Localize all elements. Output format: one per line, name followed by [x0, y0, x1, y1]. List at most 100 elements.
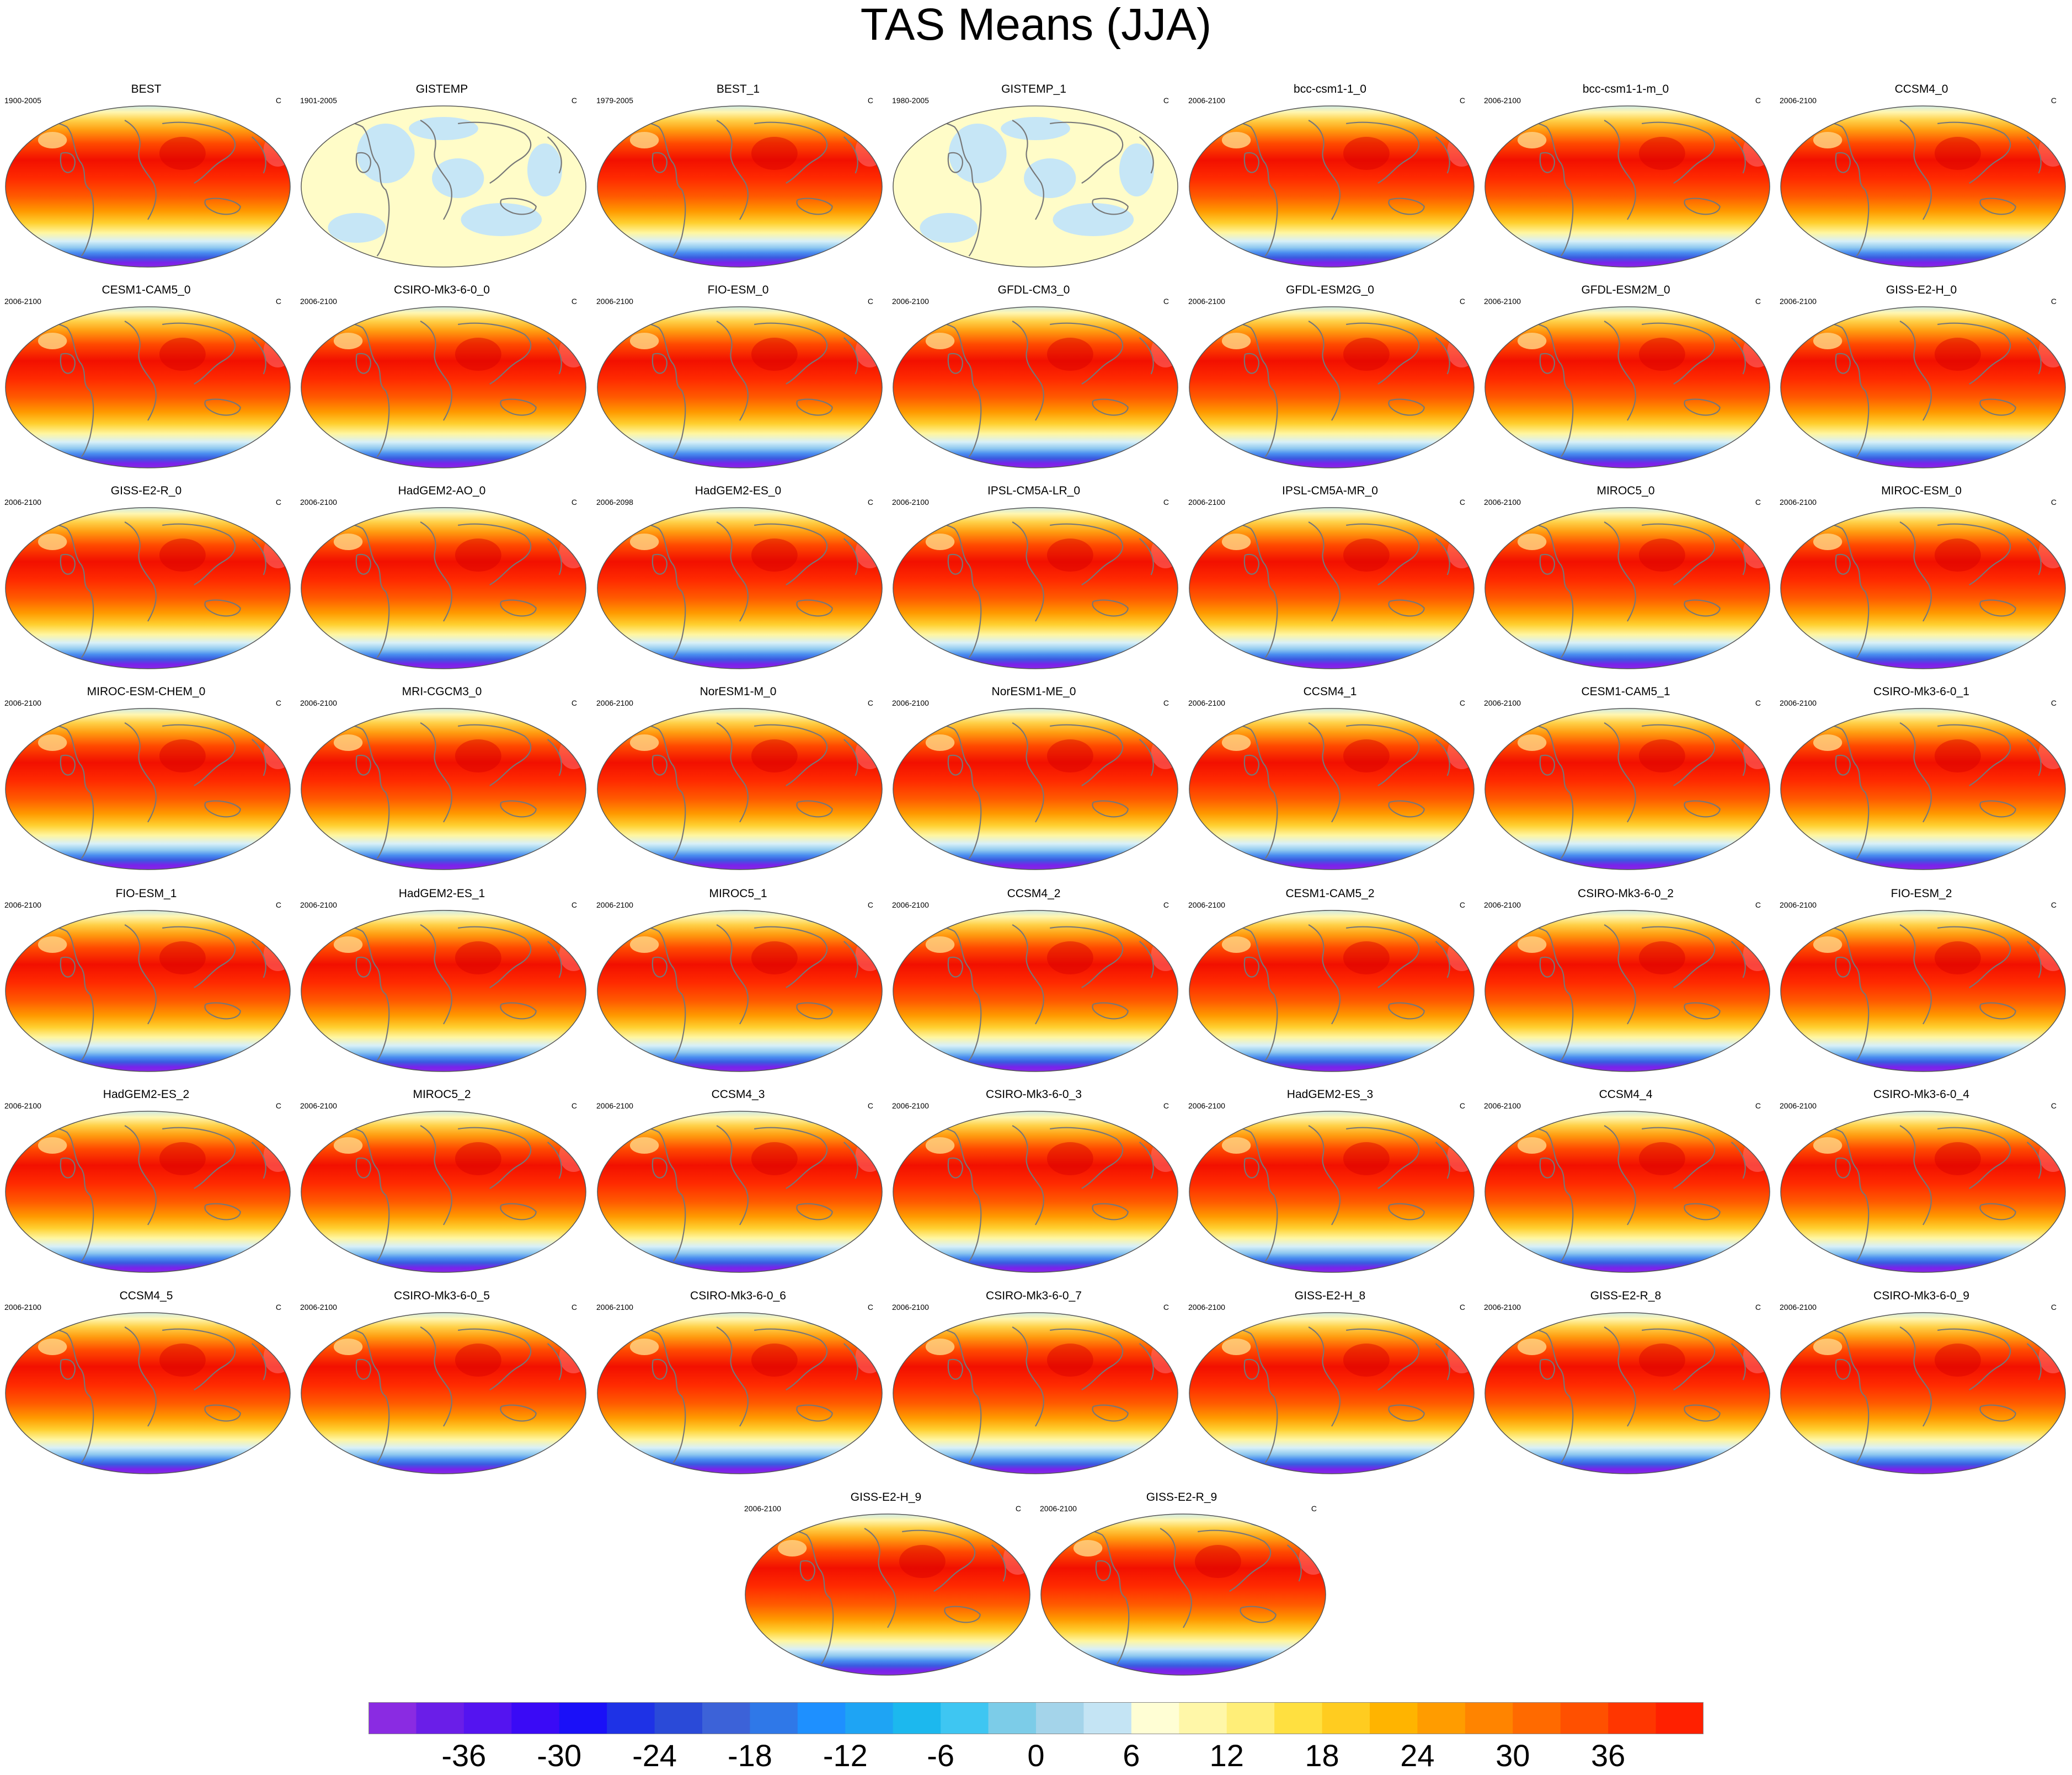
panel-years: 1979-2005 [596, 96, 633, 105]
colorbar-swatch [1131, 1702, 1179, 1734]
robinson-map [893, 1312, 1178, 1474]
panel-units: C [1755, 1303, 1761, 1312]
panel-units: C [571, 1101, 577, 1110]
panel-title: FIO-ESM_0 [707, 284, 769, 296]
panel-years: 2006-2100 [596, 900, 633, 909]
map-panel: HadGEM2-ES_2 2006-2100 C [0, 1087, 292, 1275]
map-panel: NorESM1-M_0 2006-2100 C [592, 684, 884, 872]
panel-years: 2006-2100 [1780, 96, 1817, 105]
map-panel: bcc-csm1-1_0 2006-2100 C [1184, 82, 1476, 269]
colorbar-swatch [1036, 1702, 1085, 1734]
colorbar-swatch [1370, 1702, 1418, 1734]
panel-units: C [2050, 96, 2057, 105]
robinson-map [1189, 1312, 1475, 1474]
panel-title: GFDL-ESM2M_0 [1581, 284, 1670, 296]
map-panel: BEST 1900-2005 C [0, 82, 292, 269]
panel-units: C [1015, 1504, 1021, 1513]
map-panel: BEST_1 1979-2005 C [592, 82, 884, 269]
panel-units: C [1163, 900, 1169, 909]
map-panel: GISS-E2-R_0 2006-2100 C [0, 483, 292, 671]
panel-years: 2006-2100 [892, 900, 929, 909]
robinson-map [893, 306, 1178, 468]
robinson-map [597, 507, 883, 669]
panel-units: C [1755, 297, 1761, 306]
robinson-map [5, 507, 291, 669]
colorbar-swatch [559, 1702, 607, 1734]
panel-years: 2006-2100 [1188, 699, 1225, 707]
map-panel: GISS-E2-H_8 2006-2100 C [1184, 1288, 1476, 1476]
panel-years: 2006-2100 [1484, 900, 1521, 909]
panel-units: C [1459, 900, 1465, 909]
panel-years: 2006-2100 [1780, 900, 1817, 909]
map-panel: HadGEM2-ES_0 2006-2098 C [592, 483, 884, 671]
robinson-map [1780, 105, 2066, 268]
panel-units: C [1163, 498, 1169, 507]
map-panel: MIROC-ESM-CHEM_0 2006-2100 C [0, 684, 292, 872]
panel-units: C [1459, 498, 1465, 507]
panel-title: GISS-E2-H_0 [1886, 284, 1957, 296]
map-panel: CCSM4_2 2006-2100 C [888, 886, 1180, 1074]
panel-units: C [1459, 699, 1465, 707]
colorbar-swatch [1608, 1702, 1657, 1734]
panel-years: 2006-2100 [4, 498, 41, 507]
panel-years: 2006-2100 [300, 498, 337, 507]
map-panel: NorESM1-ME_0 2006-2100 C [888, 684, 1180, 872]
colorbar-swatch [511, 1702, 560, 1734]
panel-units: C [275, 1303, 281, 1312]
map-panel: CSIRO-Mk3-6-0_1 2006-2100 C [1775, 684, 2068, 872]
map-panel: GFDL-ESM2M_0 2006-2100 C [1480, 282, 1772, 470]
map-panel: CSIRO-Mk3-6-0_2 2006-2100 C [1480, 886, 1772, 1074]
panel-units: C [1755, 900, 1761, 909]
robinson-map [5, 910, 291, 1072]
panel-units: C [571, 900, 577, 909]
panel-units: C [2050, 699, 2057, 707]
robinson-map [597, 910, 883, 1072]
panel-years: 2006-2100 [892, 297, 929, 306]
map-panel: CESM1-CAM5_2 2006-2100 C [1184, 886, 1476, 1074]
panel-title: CCSM4_2 [1007, 887, 1061, 900]
robinson-map [1189, 105, 1475, 268]
panel-years: 2006-2100 [1188, 498, 1225, 507]
panel-years: 2006-2100 [596, 297, 633, 306]
panel-title: CSIRO-Mk3-6-0_5 [394, 1289, 490, 1302]
panel-years: 2006-2100 [1780, 297, 1817, 306]
colorbar-swatch [1179, 1702, 1227, 1734]
map-panel: MRI-CGCM3_0 2006-2100 C [296, 684, 588, 872]
colorbar-swatch [1274, 1702, 1323, 1734]
map-panel: GISS-E2-H_9 2006-2100 C [740, 1490, 1032, 1677]
colorbar-swatch [654, 1702, 703, 1734]
panel-years: 2006-2100 [1188, 900, 1225, 909]
map-panel: MIROC5_2 2006-2100 C [296, 1087, 588, 1275]
panel-units: C [1459, 96, 1465, 105]
robinson-map [1189, 507, 1475, 669]
map-panel: CESM1-CAM5_1 2006-2100 C [1480, 684, 1772, 872]
panel-units: C [1755, 699, 1761, 707]
panel-title: MRI-CGCM3_0 [402, 685, 482, 698]
panel-title: GISS-E2-R_9 [1146, 1491, 1217, 1504]
panel-title: CESM1-CAM5_0 [102, 284, 191, 296]
panel-years: 2006-2100 [1484, 498, 1521, 507]
map-panel: CSIRO-Mk3-6-0_9 2006-2100 C [1775, 1288, 2068, 1476]
robinson-map [893, 507, 1178, 669]
robinson-map [1189, 306, 1475, 468]
panel-units: C [275, 498, 281, 507]
panel-title: CCSM4_1 [1303, 685, 1357, 698]
panel-units: C [2050, 1303, 2057, 1312]
colorbar-swatch [702, 1702, 751, 1734]
robinson-map [1189, 1111, 1475, 1273]
colorbar-swatch [941, 1702, 989, 1734]
panel-units: C [1163, 96, 1169, 105]
panel-years: 2006-2100 [300, 1101, 337, 1110]
panel-years: 2006-2100 [1188, 1101, 1225, 1110]
robinson-map [1780, 1312, 2066, 1474]
map-panel: GFDL-ESM2G_0 2006-2100 C [1184, 282, 1476, 470]
robinson-map [301, 1111, 586, 1273]
map-panel: IPSL-CM5A-LR_0 2006-2100 C [888, 483, 1180, 671]
robinson-map [1189, 708, 1475, 870]
robinson-map [5, 1312, 291, 1474]
panel-years: 2006-2100 [596, 1101, 633, 1110]
panel-units: C [2050, 1101, 2057, 1110]
panel-units: C [571, 699, 577, 707]
robinson-map [301, 507, 586, 669]
robinson-map [745, 1513, 1030, 1676]
